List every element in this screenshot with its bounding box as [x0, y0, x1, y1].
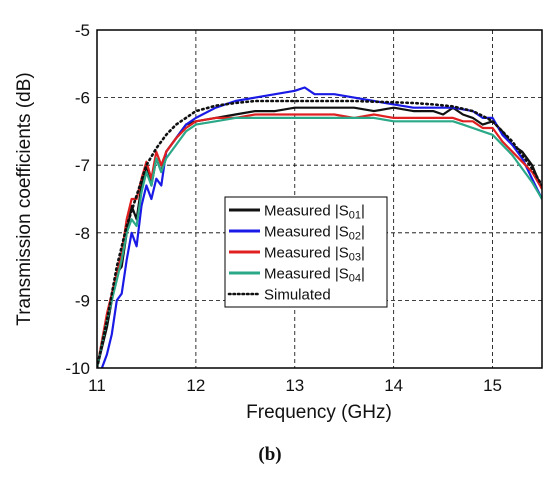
- y-axis-label: Transmission coefficients (dB): [14, 72, 35, 325]
- y-tick-label: -9: [75, 291, 90, 310]
- legend: Measured |S01| Measured |S02| Measured |S0…: [224, 196, 388, 308]
- y-tick-label: -6: [75, 89, 90, 108]
- series-line-3: [97, 113, 542, 368]
- x-tick-label: 12: [186, 376, 205, 395]
- x-tick-label: 15: [483, 376, 502, 395]
- series-line-4: [97, 116, 542, 368]
- x-tick-label: 11: [88, 376, 106, 395]
- tick-labels: 11 12 13 14 15 -10 -9 -8 -7 -6 -5: [65, 21, 502, 395]
- legend-label: Measured |S04|: [264, 266, 365, 285]
- gridlines: [97, 30, 542, 368]
- series-group: [97, 86, 542, 368]
- plot-frame: [96, 29, 543, 369]
- legend-label: Measured |S02|: [264, 224, 365, 243]
- x-tick-label: 13: [285, 376, 304, 395]
- legend-label: Measured |S03|: [264, 245, 365, 264]
- x-tick-label: 14: [384, 376, 403, 395]
- y-tick-label: -7: [75, 156, 90, 175]
- figure-caption: (b): [258, 444, 281, 465]
- legend-label: Simulated: [264, 287, 331, 304]
- y-tick-label: -5: [75, 21, 90, 40]
- y-tick-label: -10: [65, 359, 90, 378]
- legend-label: Measured |S01|: [264, 203, 365, 222]
- x-axis-label: Frequency (GHz): [246, 402, 392, 423]
- series-line-5: [97, 99, 542, 368]
- y-tick-label: -8: [75, 224, 90, 243]
